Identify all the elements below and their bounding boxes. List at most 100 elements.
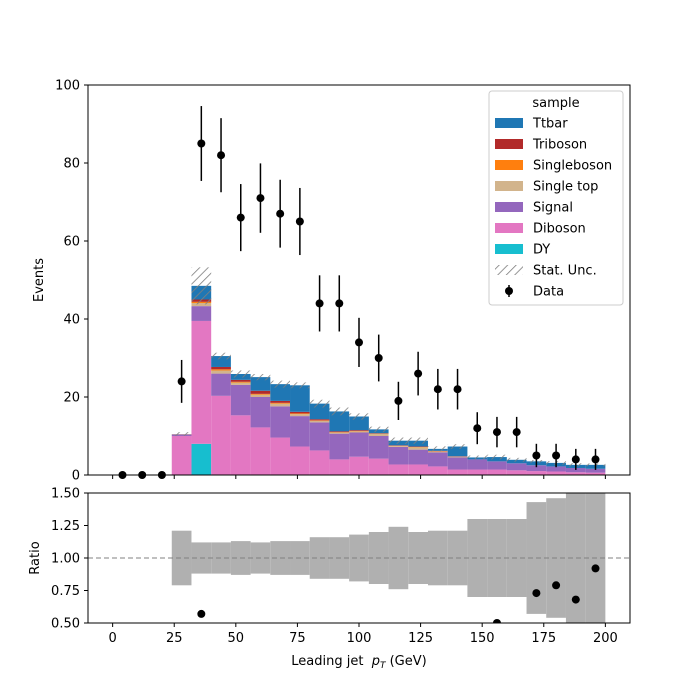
bar-diboson-bin-7 — [250, 427, 271, 475]
bar-diboson-bin-10 — [309, 450, 330, 475]
ratio-band-bin-18 — [467, 519, 488, 597]
main-y-tick-label-80: 80 — [63, 157, 80, 172]
data-point-15 — [414, 369, 423, 378]
legend-label-triboson: Triboson — [532, 138, 587, 153]
ratio-y-tick-label-1.00: 1.00 — [51, 552, 80, 567]
main-y-tick-label-20: 20 — [63, 391, 80, 406]
bar-signal-bin-19 — [487, 461, 507, 470]
bar-singleboson-bin-6 — [230, 381, 251, 383]
bar-diboson-bin-16 — [427, 466, 448, 475]
main-plot-panel: 0 20 40 60 80 100 Events sample Ttbar Triboson… — [32, 79, 631, 484]
legend-label-ttbar: Ttbar — [532, 117, 568, 132]
data-point-13 — [374, 354, 383, 362]
bar-single-top-bin-6 — [230, 382, 251, 385]
ratio-point-1 — [492, 619, 501, 623]
ratio-band-bin-3 — [171, 530, 192, 586]
data-point-12 — [355, 338, 363, 347]
legend-label-signal: Signal — [533, 201, 573, 216]
ratio-y-tick-label-0.75: 0.75 — [51, 584, 80, 599]
bar-ttbar-bin-12 — [349, 416, 369, 431]
bar-diboson-bin-19 — [487, 469, 507, 475]
bar-single-top-bin-17 — [447, 456, 468, 458]
legend-swatch-signal — [495, 202, 523, 212]
legend-swatch-singleboson — [495, 160, 523, 170]
ratio-band-bin-16 — [427, 530, 448, 586]
data-point-9 — [295, 217, 304, 226]
legend-swatch-stat-unc- — [495, 265, 523, 275]
stat-unc-bin-3 — [171, 432, 192, 436]
stat-unc-bin-18 — [467, 455, 488, 460]
legend-swatch-diboson — [495, 223, 523, 233]
stat-unc-bin-12 — [349, 413, 369, 420]
data-point-21 — [532, 451, 541, 460]
ratio-point-3 — [552, 581, 561, 590]
bar-signal-bin-7 — [250, 397, 271, 428]
bar-diboson-bin-24 — [585, 472, 606, 475]
data-point-3 — [177, 377, 186, 386]
x-tick-label-50: 50 — [228, 631, 245, 646]
main-y-tick-label-0: 0 — [72, 469, 80, 484]
data-point-7 — [256, 194, 265, 203]
data-point-14 — [394, 396, 403, 405]
data-point-5 — [217, 151, 226, 160]
bar-signal-bin-15 — [408, 449, 428, 465]
bar-diboson-bin-5 — [211, 395, 231, 475]
bar-signal-bin-11 — [329, 433, 350, 460]
stacked-histogram — [171, 285, 606, 475]
bar-triboson-bin-5 — [211, 366, 231, 370]
bar-dy-bin-4 — [191, 443, 212, 475]
bar-ttbar-bin-9 — [290, 385, 310, 412]
bar-triboson-bin-8 — [270, 400, 291, 403]
bar-single-top-bin-10 — [309, 420, 330, 423]
bar-singleboson-bin-7 — [250, 393, 271, 395]
stat-unc-bin-10 — [309, 399, 330, 408]
bar-signal-bin-9 — [290, 416, 310, 447]
bar-diboson-bin-6 — [230, 415, 251, 475]
ratio-points — [197, 564, 600, 623]
legend-label-single-top: Single top — [533, 180, 598, 195]
ratio-y-tick-label-1.50: 1.50 — [51, 487, 80, 502]
bar-single-top-bin-7 — [250, 394, 271, 397]
stat-unc-bin-13 — [368, 426, 389, 433]
bar-diboson-bin-18 — [467, 469, 488, 475]
legend-swatch-data — [505, 287, 513, 295]
bar-signal-bin-18 — [467, 459, 488, 470]
data-point-22 — [552, 451, 561, 460]
bar-single-top-bin-15 — [408, 447, 428, 450]
bar-single-top-bin-14 — [388, 446, 409, 447]
stat-unc-bin-11 — [329, 407, 350, 416]
bar-single-top-bin-5 — [211, 370, 231, 374]
data-point-23 — [571, 455, 580, 464]
data-points — [118, 106, 600, 479]
ratio-point-0 — [197, 609, 206, 618]
main-y-ticks: 0 20 40 60 80 100 — [55, 79, 88, 484]
x-tick-label-0: 0 — [108, 631, 116, 646]
bar-singleboson-bin-8 — [270, 402, 291, 404]
bar-ttbar-bin-17 — [447, 446, 468, 457]
bar-singleboson-bin-5 — [211, 369, 231, 371]
legend-swatch-ttbar — [495, 118, 523, 128]
data-point-20 — [512, 428, 521, 437]
bar-single-top-bin-4 — [191, 303, 212, 307]
bar-signal-bin-5 — [211, 373, 231, 396]
stat-unc-bin-16 — [427, 446, 448, 452]
data-point-8 — [276, 209, 285, 218]
bar-signal-bin-16 — [427, 452, 448, 467]
bar-ttbar-bin-7 — [250, 377, 271, 391]
x-tick-label-25: 25 — [166, 631, 183, 646]
data-point-24 — [591, 455, 600, 464]
bar-triboson-bin-9 — [290, 411, 310, 414]
bar-diboson-bin-11 — [329, 459, 350, 475]
stat-unc-bin-9 — [290, 382, 310, 389]
x-axis-label: Leading jet pT (GeV) — [291, 654, 426, 671]
ratio-plot-panel: 0 25 50 75 100 125 150 175 200 0.50 0.75 1.00 1.25 1… — [28, 487, 631, 671]
stat-unc-bin-17 — [447, 444, 468, 449]
bar-diboson-bin-17 — [447, 469, 468, 475]
data-point-6 — [236, 213, 245, 222]
data-point-10 — [315, 299, 324, 308]
legend-title: sample — [532, 96, 579, 111]
bar-signal-bin-10 — [309, 422, 330, 451]
data-point-19 — [492, 428, 501, 437]
bar-signal-bin-21 — [526, 465, 547, 472]
